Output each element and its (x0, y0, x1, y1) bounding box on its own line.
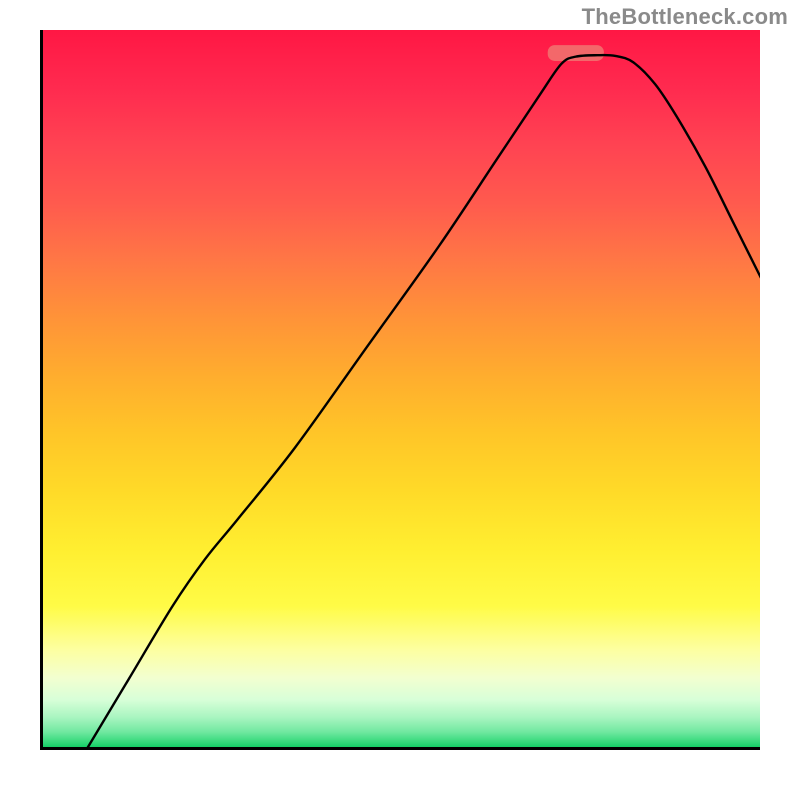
optimum-marker (548, 45, 604, 61)
chart-container: TheBottleneck.com (0, 0, 800, 800)
chart-svg (43, 30, 760, 750)
watermark-text: TheBottleneck.com (582, 4, 788, 30)
chart-plot-area (40, 30, 760, 750)
